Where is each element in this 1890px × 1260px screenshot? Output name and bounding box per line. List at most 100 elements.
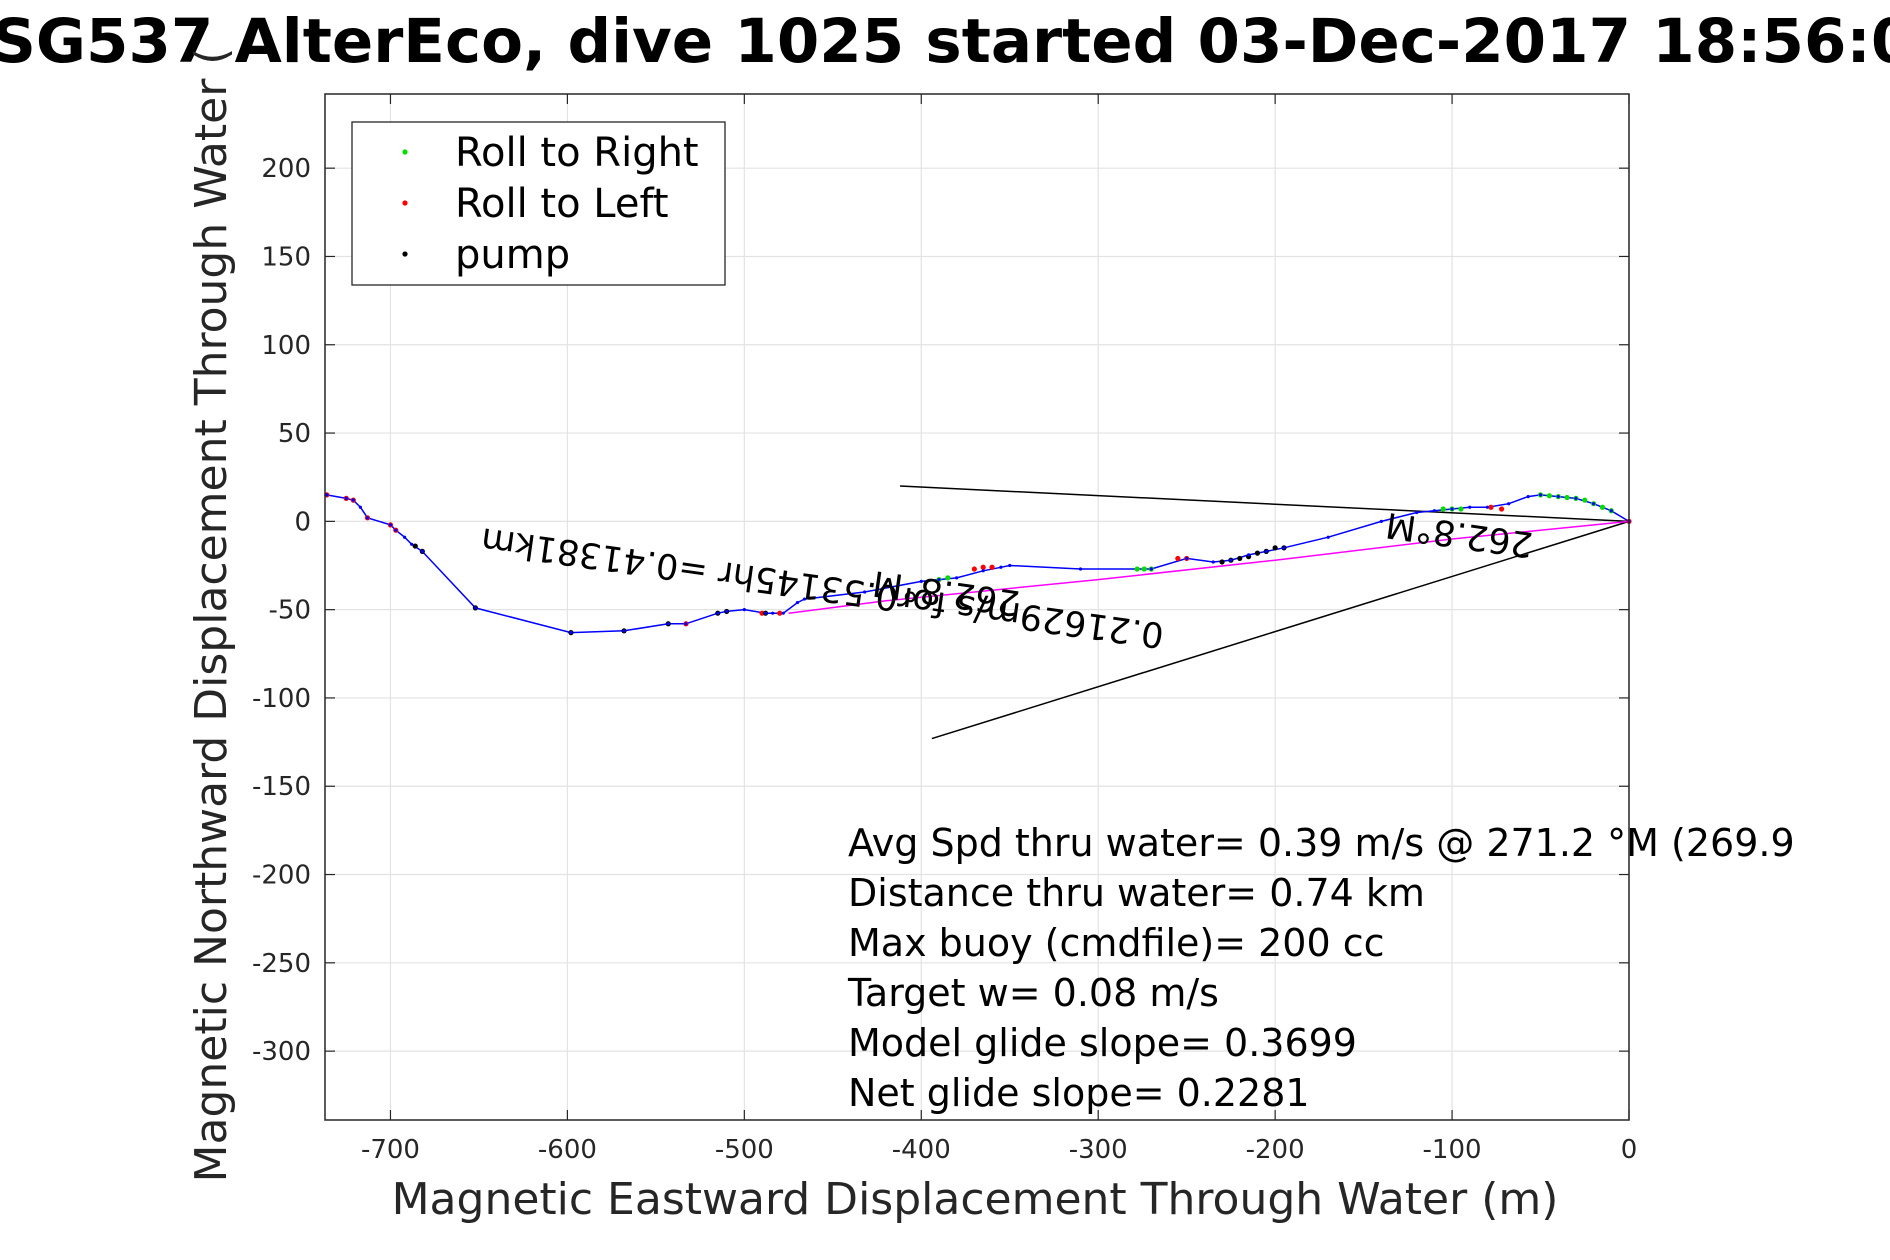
roll-left-point [1488,504,1494,510]
x-tick-label: 0 [1621,1135,1638,1165]
track-point [1229,558,1233,562]
track-point [1485,505,1490,509]
annotation-line: Distance thru water= 0.74 km [848,871,1425,915]
roll-left-point [980,564,986,570]
roll-right-point [1440,506,1446,512]
track-point [1556,495,1560,499]
track-point [1507,502,1511,506]
legend-marker [402,200,408,206]
y-axis-label: Magnetic Northward Displacement Through … [186,48,237,1183]
y-tick-label: -100 [252,684,311,714]
glide-line [788,520,1630,614]
track-point [763,611,768,615]
track-point [795,600,800,605]
legend-label: Roll to Right [455,130,699,176]
track-point [1592,502,1596,506]
track-point [1246,553,1251,557]
track-point [394,528,398,532]
annotation-line: Target w= 0.08 m/s [847,971,1219,1015]
x-tick-label: -500 [715,1135,774,1165]
roll-left-point [777,610,783,616]
legend-marker [402,149,408,155]
track-point [742,608,746,612]
x-tick-label: -300 [1069,1135,1128,1165]
x-axis-ticks: -700 -600 -500 -400 -300 -200 -100 0 [361,94,1637,1165]
roll-right-point [1599,504,1606,510]
track-point [1149,567,1153,571]
annotation-line: Max buoy (cmdfile)= 200 cc [848,921,1385,965]
roll-left-point [989,564,995,570]
track-point [473,606,477,610]
pump-point [412,543,418,549]
reference-lines [899,485,1630,740]
track-point [1538,493,1543,497]
legend-label: pump [455,232,570,278]
track-point [981,569,985,573]
y-tick-label: -150 [252,772,311,802]
track-point [1326,535,1330,539]
annotation-line: Net glide slope= 0.2281 [848,1071,1310,1115]
track-point [388,523,393,527]
track-point [420,549,424,553]
pump-point [1272,545,1278,551]
track-point [351,498,355,502]
annotation-block: Avg Spd thru water= 0.39 m/s @ 271.2 °M … [847,821,1795,1115]
track-point [919,579,923,583]
y-tick-label: -250 [252,949,311,979]
roll-left-point [1499,506,1505,512]
track-point [1526,495,1530,499]
pump-point [1237,555,1243,562]
track-point [569,631,573,635]
roll-right-point [1546,493,1552,499]
track-point [1432,509,1436,513]
legend: Roll to Right Roll to Left pump [351,121,726,286]
reference-line [931,520,1630,740]
track-point [863,590,867,594]
track-point [684,622,688,626]
pump-point [1254,550,1261,556]
track-point [1264,549,1268,553]
track-point [802,597,807,601]
annotation-line: Avg Spd thru water= 0.39 m/s @ 271.2 °M … [848,821,1795,865]
y-tick-label: -200 [252,861,311,891]
y-tick-label: -50 [269,596,311,626]
track-point [1008,563,1012,568]
track-point [1211,560,1215,564]
track-point [358,505,362,509]
roll-left-point [1175,555,1181,562]
legend-box [351,121,726,286]
y-tick-label: 200 [261,154,311,184]
x-tick-label: -100 [1423,1135,1482,1165]
roll-right-point [945,575,951,581]
y-tick-label: 100 [261,331,311,361]
y-tick-label: 50 [278,419,311,449]
track-point [1574,496,1578,500]
x-tick-label: -200 [1246,1135,1305,1165]
x-tick-label: -400 [892,1135,951,1165]
annotation-line: Model glide slope= 0.3699 [848,1021,1357,1065]
y-tick-label: 150 [261,242,311,272]
track-point [325,493,329,497]
track-point [622,629,626,633]
track-point [344,496,348,500]
track-point [1450,507,1454,511]
track-point [955,576,959,580]
track-point [937,578,941,582]
track-point [1379,519,1383,523]
track-point [403,535,407,539]
track-point [1468,505,1472,509]
track-point [999,565,1003,569]
y-tick-label: -300 [252,1037,311,1067]
track-point [1415,510,1419,515]
reference-line [899,485,1630,523]
y-tick-label: 0 [294,507,311,537]
y-axis-ticks: 200 150 100 50 0 -50 -100 -150 -200 -250 -300 [252,154,1629,1067]
legend-marker [402,251,408,257]
track-point [1282,546,1286,550]
x-axis-label: Magnetic Eastward Displacement Through W… [392,1174,1559,1225]
track-point [1609,509,1613,513]
roll-left-point [971,566,977,572]
roll-right-point [1141,566,1147,572]
track-point [716,611,720,615]
track-point [666,622,670,626]
